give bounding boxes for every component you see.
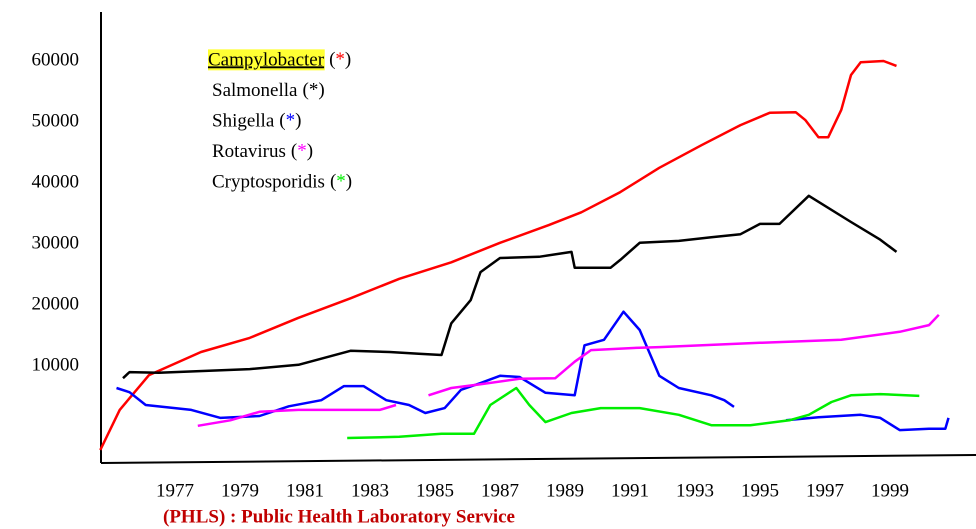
legend-marker-char: * — [336, 171, 346, 192]
series-line — [122, 194, 898, 380]
x-tick-label: 1991 — [611, 480, 649, 501]
legend-label: Rotavirus — [212, 141, 286, 162]
y-tick-label: 20000 — [32, 293, 80, 314]
legend-marker-char: ) — [295, 110, 301, 131]
legend-label: Shigella — [212, 110, 275, 131]
series-line — [99, 59, 897, 451]
x-tick-label: 1985 — [416, 480, 454, 501]
y-tick-label: 50000 — [32, 110, 80, 131]
x-tick-label: 1993 — [676, 480, 714, 501]
x-tick-label: 1977 — [156, 480, 194, 501]
legend-label: Campylobacter — [208, 49, 325, 70]
legend-marker-char: ) — [307, 141, 313, 162]
y-tick-label: 60000 — [32, 49, 80, 70]
x-tick-label: 1983 — [351, 480, 389, 501]
legend-marker: (*) — [329, 49, 351, 70]
legend-marker-char: ( — [291, 141, 297, 162]
x-tick-label: 1979 — [221, 480, 259, 501]
source: (PHLS) : Public Health Laboratory Servic… — [163, 506, 515, 527]
legend-marker: (*) — [330, 171, 352, 192]
x-tick-label: 1981 — [286, 480, 324, 501]
series-line — [347, 386, 920, 440]
legend-marker-char: * — [286, 110, 296, 131]
legend-marker: (*) — [279, 110, 301, 131]
x-tick-label: 1999 — [871, 480, 909, 501]
x-axis — [100, 454, 976, 464]
legend-marker-char: ) — [318, 80, 324, 101]
x-tick-label: 1989 — [546, 480, 584, 501]
legend-marker-char: ) — [346, 171, 352, 192]
legend-marker-char: * — [309, 80, 319, 101]
legend-label: Salmonella — [212, 80, 298, 101]
legend-marker-char: ( — [330, 171, 336, 192]
legend-marker: (*) — [302, 80, 324, 101]
x-tick-label: 1987 — [481, 480, 519, 501]
legend-marker-char: ( — [329, 49, 335, 70]
legend-marker-char: * — [297, 141, 307, 162]
x-tick-label: 1997 — [806, 480, 844, 501]
series-line — [197, 313, 940, 428]
y-tick-label: 10000 — [32, 354, 80, 375]
legend-marker: (*) — [291, 141, 313, 162]
legend-marker-char: * — [335, 49, 345, 70]
legend-marker-char: ( — [279, 110, 285, 131]
legend-marker-char: ( — [302, 80, 308, 101]
y-tick-label: 30000 — [32, 232, 80, 253]
series-line — [116, 310, 950, 432]
legend-highlight — [208, 49, 325, 71]
y-tick-label: 40000 — [32, 171, 80, 192]
legend-label: Cryptosporidis — [212, 171, 325, 192]
legend-marker-char: ) — [345, 49, 351, 70]
x-tick-label: 1995 — [741, 480, 779, 501]
